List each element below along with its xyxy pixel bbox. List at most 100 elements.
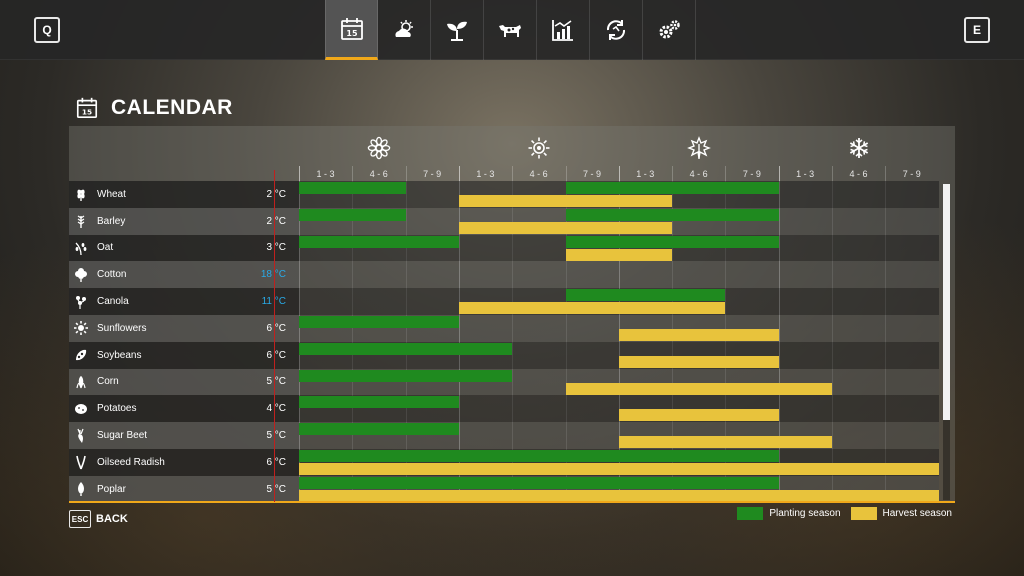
crop-min-temperature: 18 °C xyxy=(260,269,286,281)
cycle-icon xyxy=(606,20,626,40)
legend-harvest: Harvest season xyxy=(850,507,952,520)
period-label: 1 - 3 xyxy=(316,169,335,179)
crop-label: Canola 11 °C xyxy=(69,288,299,315)
crop-min-temperature: 2 °C xyxy=(266,215,286,227)
legend-swatch-planting xyxy=(737,507,764,520)
planting-bar xyxy=(299,423,459,436)
crop-min-temperature: 6 °C xyxy=(266,456,286,468)
tab-settings[interactable] xyxy=(643,0,696,60)
winter-snowflake-icon xyxy=(849,138,868,158)
harvest-bar xyxy=(458,221,673,234)
season-cells xyxy=(299,181,939,208)
crop-label: Poplar 5 °C xyxy=(69,475,299,503)
period-label: 7 - 9 xyxy=(582,169,601,179)
season-cells xyxy=(299,315,939,342)
harvest-bar xyxy=(458,302,726,315)
crop-label: Corn 5 °C xyxy=(69,368,299,396)
crop-name: Oat xyxy=(97,242,114,254)
harvest-bar xyxy=(565,248,673,261)
crop-row-soybeans: Soybeans 6 °C xyxy=(69,341,939,369)
crop-label: Sugar Beet 5 °C xyxy=(69,422,299,449)
calendar-icon: 15 xyxy=(76,97,98,119)
crop-label: Soybeans 6 °C xyxy=(69,341,299,369)
current-date-marker xyxy=(274,170,275,502)
harvest-bar xyxy=(299,463,939,475)
period-label: 1 - 3 xyxy=(476,169,495,179)
crop-name: Oilseed Radish xyxy=(97,456,165,468)
corn-icon xyxy=(76,375,86,389)
tab-weather[interactable] xyxy=(378,0,431,60)
crop-name: Barley xyxy=(97,215,126,227)
season-cells xyxy=(299,422,939,449)
crop-min-temperature: 11 °C xyxy=(261,296,286,308)
barley-icon xyxy=(77,215,85,229)
back-button[interactable]: ESC BACK xyxy=(69,510,128,528)
harvest-bar xyxy=(618,436,832,449)
planting-bar xyxy=(299,182,406,194)
planting-bar xyxy=(565,289,726,302)
period-label: 4 - 6 xyxy=(849,169,868,179)
tab-calendar[interactable]: 15 xyxy=(325,0,378,60)
harvest-bar xyxy=(565,382,832,395)
period-label: 7 - 9 xyxy=(742,169,761,179)
planting-bar xyxy=(299,208,406,221)
tab-animals[interactable] xyxy=(484,0,537,60)
season-cells xyxy=(299,476,939,503)
crop-row-wheat: Wheat 2 °C xyxy=(69,181,939,208)
next-tab-key[interactable]: E xyxy=(964,17,990,43)
planting-bar xyxy=(299,235,459,248)
crop-row-potatoes: Potatoes 4 °C xyxy=(69,395,939,423)
planting-bar xyxy=(299,369,513,382)
planting-bar xyxy=(299,396,459,409)
crop-name: Sugar Beet xyxy=(97,430,148,442)
period-label: 7 - 9 xyxy=(902,169,921,179)
calendar-panel: 1 - 3 4 - 6 7 - 9 1 - 3 4 - 6 7 - 9 1 - 3 4 - 6… xyxy=(69,126,955,503)
crop-name: Canola xyxy=(97,296,129,308)
plant-icon xyxy=(447,21,467,41)
soybean-icon xyxy=(76,350,87,361)
crop-label: Wheat 2 °C xyxy=(69,181,299,208)
crop-min-temperature: 5 °C xyxy=(266,483,286,495)
season-cells xyxy=(299,288,939,315)
tab-contracts[interactable] xyxy=(590,0,643,60)
crop-name: Wheat xyxy=(97,188,126,200)
oat-icon xyxy=(75,242,87,256)
harvest-bar xyxy=(618,409,779,422)
crop-label: Oilseed Radish 6 °C xyxy=(69,449,299,476)
scrollbar-thumb[interactable] xyxy=(943,184,950,420)
canola-icon xyxy=(76,295,86,309)
sunflower-icon xyxy=(74,321,88,336)
crop-min-temperature: 3 °C xyxy=(266,242,286,254)
tab-statistics[interactable] xyxy=(537,0,590,60)
planting-bar xyxy=(565,235,779,248)
cotton-icon xyxy=(75,267,87,282)
tab-crops[interactable] xyxy=(431,0,484,60)
cow-icon xyxy=(499,25,521,37)
period-label: 1 - 3 xyxy=(796,169,815,179)
crop-label: Barley 2 °C xyxy=(69,207,299,235)
radish-icon xyxy=(76,456,86,470)
prev-tab-key[interactable]: Q xyxy=(34,17,60,43)
wheat-icon xyxy=(77,189,85,202)
legend: Planting season Harvest season xyxy=(727,507,952,520)
panel-accent-line xyxy=(69,501,955,503)
crop-name: Cotton xyxy=(97,269,127,281)
season-cells xyxy=(299,208,939,235)
crop-row-oat: Oat 3 °C xyxy=(69,234,939,262)
period-label: 4 - 6 xyxy=(689,169,708,179)
calendar-day-number: 15 xyxy=(346,29,358,38)
crop-row-poplar: Poplar 5 °C xyxy=(69,475,939,503)
planting-bar xyxy=(299,450,779,462)
sugarbeet-icon xyxy=(77,428,84,443)
crop-min-temperature: 5 °C xyxy=(266,430,286,442)
crop-name: Poplar xyxy=(97,483,126,495)
crop-row-cotton: Cotton 18 °C xyxy=(69,261,939,289)
planting-bar xyxy=(565,208,779,221)
crop-row-sunflowers: Sunflowers 6 °C xyxy=(69,315,939,342)
planting-bar xyxy=(565,182,779,194)
crop-name: Corn xyxy=(97,376,119,388)
season-cells xyxy=(299,235,939,262)
harvest-bar xyxy=(299,489,939,502)
crop-min-temperature: 2 °C xyxy=(266,188,286,200)
top-nav-bar: Q 15 xyxy=(0,0,1024,60)
